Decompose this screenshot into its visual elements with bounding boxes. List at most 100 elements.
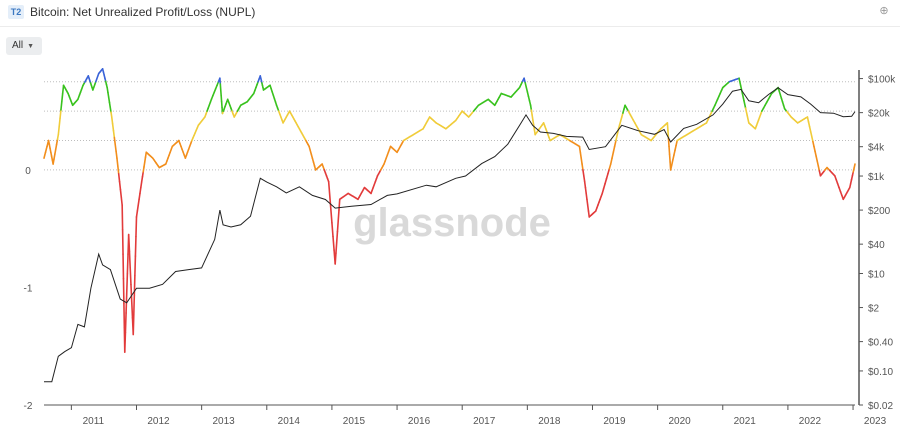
nupl-segment — [126, 253, 129, 275]
nupl-segment — [135, 216, 138, 238]
nupl-segment — [130, 283, 133, 302]
nupl-segment — [116, 157, 119, 167]
x-tick-label: 2012 — [147, 416, 170, 427]
x-tick-label: 2013 — [213, 416, 236, 427]
nupl-segment — [56, 133, 60, 141]
nupl-segment — [106, 86, 109, 94]
nupl-segment — [578, 145, 582, 154]
nupl-segment — [52, 158, 55, 165]
nupl-segment — [673, 149, 676, 157]
nupl-segment — [602, 182, 606, 190]
x-tick-label: 2023 — [864, 416, 887, 427]
nupl-segment — [817, 165, 821, 172]
x-tick-label: 2016 — [408, 416, 431, 427]
nupl-segment — [119, 188, 123, 199]
nupl-segment — [585, 192, 588, 201]
x-tick-label: 2014 — [278, 416, 301, 427]
nupl-segment — [117, 173, 121, 183]
caret-down-icon: ▼ — [27, 43, 35, 50]
x-tick-label: 2019 — [603, 416, 626, 427]
range-select[interactable]: All ▼ — [6, 37, 42, 55]
nupl-segment — [605, 173, 609, 180]
nupl-segment — [60, 100, 63, 111]
nupl-segment — [853, 163, 856, 169]
nupl-segment — [334, 252, 337, 265]
nupl-segment — [531, 114, 534, 121]
nupl-segment — [809, 130, 813, 138]
y-right-tick-label: $40 — [868, 240, 885, 251]
nupl-segment — [813, 145, 816, 153]
nupl-segment — [139, 186, 142, 195]
nupl-segment — [613, 139, 617, 148]
y-right-tick-label: $1k — [868, 172, 885, 183]
nupl-segment — [746, 114, 750, 124]
nupl-segment — [53, 153, 56, 160]
nupl-segment — [670, 159, 674, 166]
nupl-segment — [57, 125, 60, 136]
nupl-segment — [132, 314, 135, 336]
nupl-segment — [584, 186, 587, 195]
nupl-segment — [110, 116, 114, 125]
x-tick-label: 2022 — [799, 416, 822, 427]
nupl-segment — [816, 160, 820, 167]
nupl-segment — [669, 164, 673, 171]
y-right-tick-label: $0.10 — [868, 367, 893, 378]
nupl-segment — [335, 241, 338, 254]
nupl-segment — [336, 220, 340, 233]
x-tick-label: 2020 — [668, 416, 691, 427]
nupl-segment — [579, 151, 582, 159]
y-right-tick-label: $10 — [868, 269, 885, 280]
nupl-segment — [61, 92, 64, 103]
nupl-segment — [668, 153, 671, 163]
nupl-segment — [115, 150, 118, 159]
y-axis-left: 0 -1 -2 — [24, 166, 33, 412]
nupl-segment — [530, 109, 533, 116]
nupl-series — [43, 68, 856, 353]
nupl-segment — [587, 210, 591, 218]
nupl-segment — [338, 198, 341, 211]
nupl-segment — [335, 230, 339, 244]
tier-badge: T2 — [8, 5, 24, 19]
y-right-tick-label: $200 — [868, 206, 891, 217]
x-tick-label: 2018 — [538, 416, 561, 427]
range-select-label: All — [12, 40, 24, 51]
nupl-segment — [120, 196, 123, 206]
nupl-segment — [812, 140, 815, 148]
chart-header: T2 Bitcoin: Net Unrealized Profit/Loss (… — [0, 0, 900, 27]
nupl-segment — [134, 235, 137, 257]
nupl-segment — [337, 209, 340, 222]
nupl-segment — [128, 250, 132, 269]
nupl-segment — [138, 192, 141, 201]
nupl-segment — [127, 233, 131, 253]
nupl-segment — [612, 145, 616, 154]
nupl-segment — [141, 171, 145, 178]
nupl-segment — [58, 117, 61, 128]
nupl-segment — [328, 194, 332, 210]
nupl-segment — [140, 180, 143, 189]
nupl-segment — [137, 198, 140, 206]
nupl-segment — [113, 136, 117, 146]
nupl-segment — [586, 198, 589, 206]
x-tick-label: 2015 — [343, 416, 366, 427]
nupl-segment — [675, 139, 678, 147]
nupl-segment — [609, 157, 613, 165]
nupl-segment — [140, 175, 144, 183]
nupl-segment — [604, 177, 608, 185]
nupl-segment — [135, 210, 139, 218]
x-axis: 2011 2012 2013 2014 2015 2016 2017 2018 2019 2020… — [44, 404, 887, 427]
nupl-segment — [583, 180, 587, 189]
x-tick-label: 2021 — [734, 416, 757, 427]
nupl-segment — [59, 109, 62, 119]
nupl-segment — [125, 272, 129, 295]
nupl-segment — [123, 331, 127, 353]
nupl-segment — [814, 150, 817, 157]
y-left-tick-label: 0 — [25, 166, 31, 177]
nupl-segment — [808, 126, 812, 133]
nupl-segment — [54, 143, 58, 151]
nupl-segment — [143, 156, 147, 163]
y-right-tick-label: $20k — [868, 109, 891, 120]
zoom-icon[interactable]: ⊕ — [879, 5, 889, 17]
nupl-segment — [107, 96, 111, 104]
nupl-segment — [744, 107, 748, 117]
